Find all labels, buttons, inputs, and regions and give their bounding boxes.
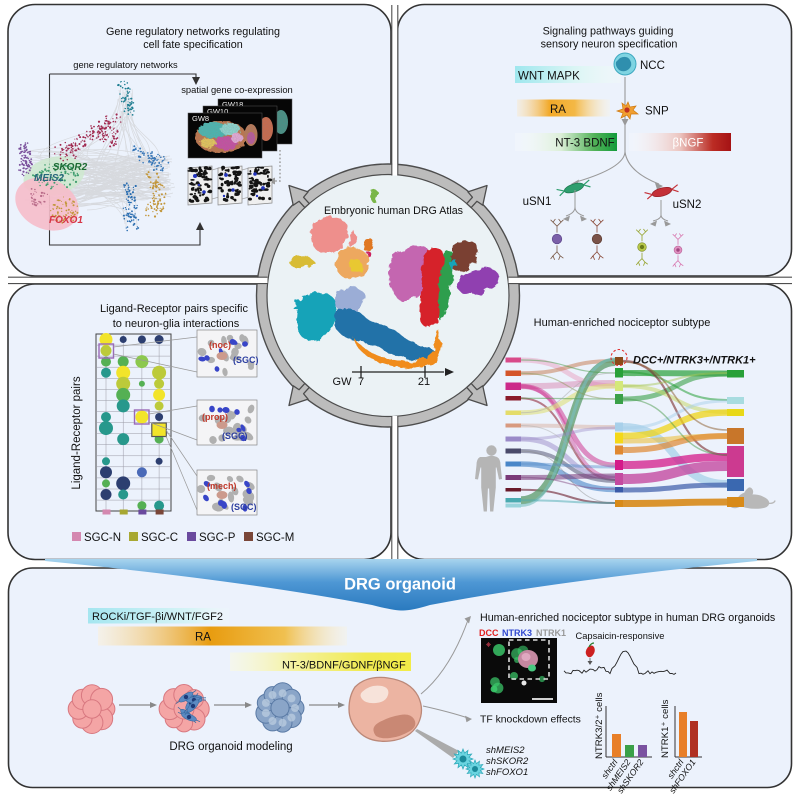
svg-text:SGC-M: SGC-M [256, 532, 294, 544]
svg-text:SGC-C: SGC-C [141, 532, 178, 544]
svg-text:βNGF: βNGF [673, 138, 704, 150]
svg-text:DCC: DCC [479, 628, 499, 638]
svg-text:DRG organoid modeling: DRG organoid modeling [169, 741, 292, 753]
svg-text:Ligand-Receptor pairs: Ligand-Receptor pairs [71, 376, 83, 489]
svg-text:SKOR2: SKOR2 [53, 162, 88, 173]
svg-text:(SGC): (SGC) [231, 502, 257, 512]
svg-text:TF knockdown effects: TF knockdown effects [480, 715, 581, 726]
svg-text:FOXO1: FOXO1 [49, 215, 83, 226]
svg-text:NT-3/BDNF/GDNF/βNGF: NT-3/BDNF/GDNF/βNGF [282, 660, 406, 672]
svg-text:SGC-N: SGC-N [84, 532, 121, 544]
svg-text:uSN1: uSN1 [523, 196, 552, 208]
svg-text:Gene regulatory networks regul: Gene regulatory networks regulating [106, 26, 280, 38]
svg-text:Capsaicin-responsive: Capsaicin-responsive [576, 631, 665, 641]
svg-text:(SGC): (SGC) [222, 431, 248, 441]
svg-text:cell fate specification: cell fate specification [143, 39, 243, 51]
svg-text:shFOXO1: shFOXO1 [486, 767, 528, 778]
svg-text:NTRK1⁺ cells: NTRK1⁺ cells [660, 699, 671, 758]
svg-text:NCC: NCC [640, 60, 665, 72]
svg-text:NT-3 BDNF: NT-3 BDNF [555, 138, 614, 150]
svg-text:MEIS2: MEIS2 [34, 173, 64, 184]
svg-text:NTRK3: NTRK3 [502, 628, 532, 638]
svg-text:spatial gene co-expression: spatial gene co-expression [181, 84, 293, 95]
svg-text:SNP: SNP [645, 106, 669, 118]
svg-text:DRG organoid: DRG organoid [344, 576, 456, 594]
svg-text:SGC-P: SGC-P [199, 532, 236, 544]
svg-text:DCC+/NTRK3+/NTRK1+: DCC+/NTRK3+/NTRK1+ [633, 355, 756, 367]
svg-text:GW: GW [333, 376, 353, 388]
svg-text:NTRK3/2⁺ cells: NTRK3/2⁺ cells [594, 692, 605, 759]
svg-text:(mech): (mech) [207, 481, 237, 491]
svg-text:Ligand-Receptor pairs specific: Ligand-Receptor pairs specific [100, 303, 248, 315]
svg-text:sensory neuron specification: sensory neuron specification [541, 39, 678, 51]
svg-text:Signaling pathways guiding: Signaling pathways guiding [543, 26, 674, 38]
svg-text:(SGC): (SGC) [233, 355, 259, 365]
svg-text:RA: RA [550, 104, 566, 116]
svg-text:to neuron-glia interactions: to neuron-glia interactions [113, 318, 240, 330]
svg-text:GW8: GW8 [192, 114, 209, 123]
svg-text:gene regulatory networks: gene regulatory networks [73, 60, 178, 70]
svg-text:uSN2: uSN2 [673, 199, 702, 211]
svg-text:RA: RA [195, 632, 211, 644]
svg-text:7: 7 [358, 376, 364, 388]
svg-text:21: 21 [418, 376, 430, 388]
svg-text:NTRK1: NTRK1 [536, 628, 566, 638]
svg-text:Embryonic human DRG Atlas: Embryonic human DRG Atlas [324, 205, 463, 217]
svg-text:shSKOR2: shSKOR2 [486, 756, 529, 767]
svg-text:Human-enriched nociceptor subt: Human-enriched nociceptor subtype in hum… [480, 612, 775, 624]
svg-text:(prop): (prop) [202, 412, 228, 422]
svg-text:(noc): (noc) [209, 340, 231, 350]
svg-text:Human-enriched nociceptor subt: Human-enriched nociceptor subtype [534, 317, 711, 329]
svg-text:shMEIS2: shMEIS2 [486, 745, 525, 756]
svg-text:WNT MAPK: WNT MAPK [518, 71, 580, 83]
svg-text:ROCKi/TGF-βi/WNT/FGF2: ROCKi/TGF-βi/WNT/FGF2 [92, 611, 223, 623]
